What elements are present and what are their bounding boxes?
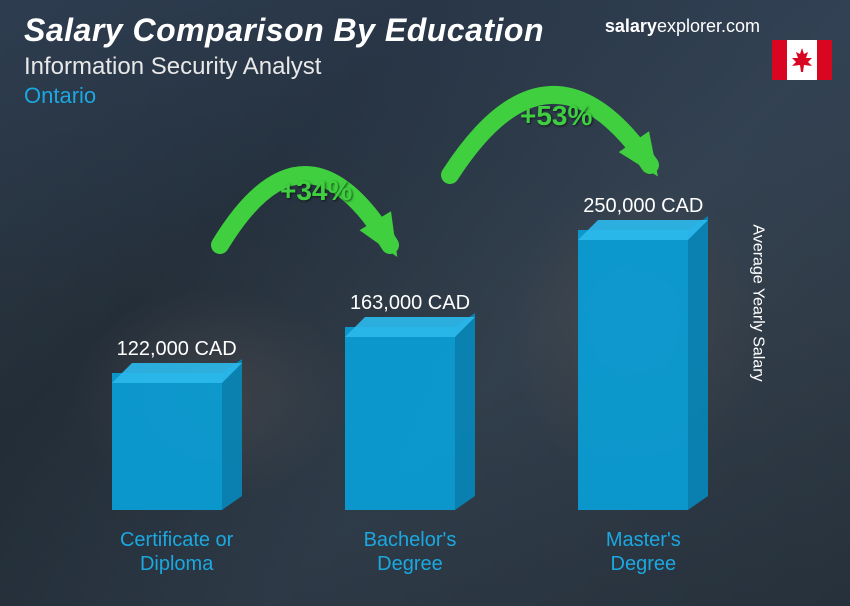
bar-value-label: 122,000 CAD xyxy=(117,338,237,361)
canada-flag-icon xyxy=(772,40,832,80)
bar-group: 163,000 CAD Bachelor'sDegree xyxy=(320,292,500,576)
brand-label: salaryexplorer.com xyxy=(605,16,760,37)
growth-percent-label: +53% xyxy=(520,100,592,132)
bar-category-label: Bachelor'sDegree xyxy=(364,528,457,576)
growth-percent-label: +34% xyxy=(280,175,352,207)
growth-arrow: +53% xyxy=(420,55,680,205)
brand-rest: explorer.com xyxy=(657,16,760,36)
brand-bold: salary xyxy=(605,16,657,36)
growth-arrow: +34% xyxy=(190,135,420,275)
bar-group: 122,000 CAD Certificate orDiploma xyxy=(87,338,267,576)
bar xyxy=(578,230,708,510)
bar xyxy=(345,327,475,510)
bar-group: 250,000 CADMaster'sDegree xyxy=(553,195,733,576)
bar-category-label: Certificate orDiploma xyxy=(120,528,233,576)
bar-value-label: 163,000 CAD xyxy=(350,292,470,315)
bar-category-label: Master'sDegree xyxy=(606,528,681,576)
bar xyxy=(112,373,242,510)
